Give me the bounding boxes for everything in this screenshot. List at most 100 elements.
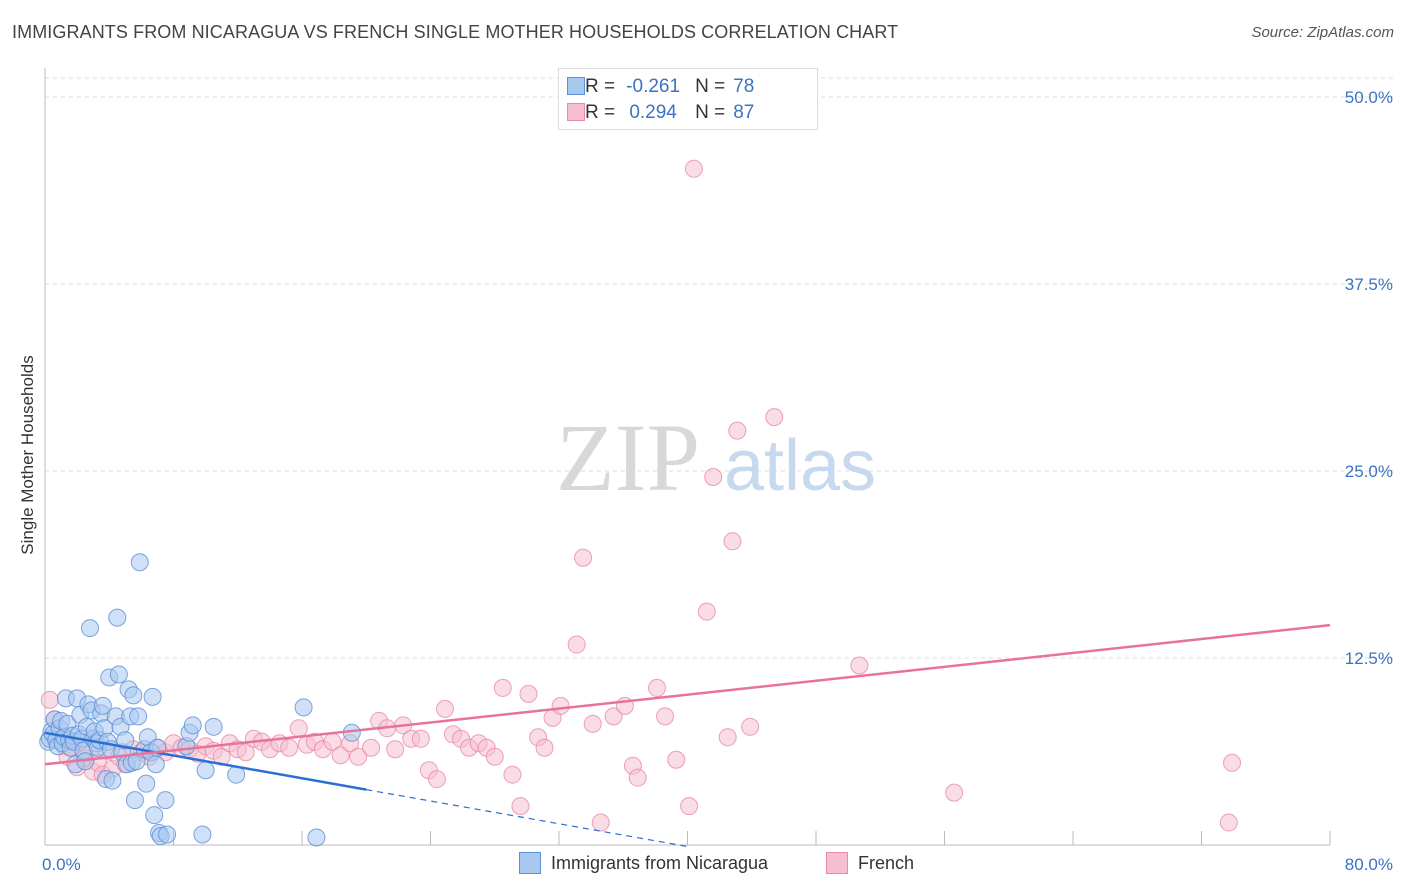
n-label: N =: [695, 102, 726, 123]
french-point: [519, 684, 538, 703]
legend-label-nicaragua: Immigrants from Nicaragua: [551, 852, 769, 873]
nicaragua-point: [109, 665, 128, 684]
french-point: [628, 768, 647, 787]
legend-swatch-french: [567, 103, 585, 121]
n-value-french: 87: [733, 102, 755, 123]
french-point: [583, 714, 602, 733]
data-points: [39, 159, 1242, 847]
y-tick-label: 25.0%: [1345, 462, 1393, 481]
french-point: [567, 635, 586, 654]
nicaragua-point: [80, 619, 99, 638]
nicaragua-point: [146, 755, 165, 774]
french-point: [741, 717, 760, 736]
french-point: [591, 813, 610, 832]
french-point: [485, 747, 504, 766]
french-point: [493, 678, 512, 697]
french-point: [574, 548, 593, 567]
y-tick-label: 37.5%: [1345, 275, 1393, 294]
nicaragua-point: [116, 731, 135, 750]
nicaragua-point: [129, 707, 148, 726]
nicaragua-point: [125, 791, 144, 810]
n-value-nicaragua: 78: [733, 76, 755, 97]
nicaragua-point: [130, 553, 149, 572]
y-tick-label: 50.0%: [1345, 88, 1393, 107]
french-point: [723, 532, 742, 551]
legend-label-french: French: [858, 852, 915, 873]
r-label: R =: [585, 76, 616, 97]
nicaragua-point: [145, 806, 164, 825]
legend-swatch-nicaragua: [519, 852, 541, 874]
french-point: [386, 740, 405, 759]
legend-row-nicaragua: R = -0.261 N = 78: [567, 75, 755, 99]
french-point: [435, 699, 454, 718]
nicaragua-point: [196, 761, 215, 780]
legend-item-nicaragua[interactable]: Immigrants from Nicaragua: [519, 852, 768, 874]
french-point: [1223, 753, 1242, 772]
x-tick-label-max: 80.0%: [1345, 855, 1393, 874]
french-point: [728, 421, 747, 440]
french-point: [680, 797, 699, 816]
french-point: [647, 678, 666, 697]
r-label: R =: [585, 102, 616, 123]
french-point: [411, 729, 430, 748]
source-label: Source: ZipAtlas.com: [1251, 24, 1394, 41]
french-point: [236, 743, 255, 762]
tick-labels: 12.5% 25.0% 37.5% 50.0% 0.0% 80.0%: [42, 88, 1393, 874]
watermark-atlas: atlas: [724, 426, 876, 506]
french-point: [40, 690, 59, 709]
chart-title: IMMIGRANTS FROM NICARAGUA VS FRENCH SING…: [12, 22, 899, 42]
french-point: [850, 656, 869, 675]
nicaragua-point: [158, 825, 177, 844]
nicaragua-point: [193, 825, 212, 844]
french-point: [656, 707, 675, 726]
french-point: [684, 159, 703, 178]
french-point: [1219, 813, 1238, 832]
nicaragua-point: [124, 686, 143, 705]
nicaragua-trend-line: [44, 731, 367, 791]
nicaragua-point: [307, 828, 326, 847]
nicaragua-point: [103, 771, 122, 790]
r-value-french: 0.294: [629, 102, 677, 123]
french-point: [604, 707, 623, 726]
nicaragua-trend-extension: [366, 789, 688, 848]
nicaragua-point: [294, 698, 313, 717]
nicaragua-point: [156, 791, 175, 810]
french-point: [362, 738, 381, 757]
french-trend-line: [44, 623, 1331, 766]
french-point: [535, 738, 554, 757]
french-point: [704, 467, 723, 486]
n-label: N =: [695, 76, 726, 97]
nicaragua-point: [93, 696, 112, 715]
trend-lines: [44, 623, 1331, 848]
legend-item-french[interactable]: French: [826, 852, 914, 874]
legend-swatch-nicaragua: [567, 77, 585, 95]
r-value-nicaragua: -0.261: [626, 76, 681, 97]
french-point: [427, 770, 446, 789]
nicaragua-point: [183, 716, 202, 735]
french-point: [349, 747, 368, 766]
french-point: [945, 783, 964, 802]
gridlines: [45, 77, 1395, 659]
x-tick-label-min: 0.0%: [42, 855, 81, 874]
watermark-zip: ZIP: [556, 404, 700, 511]
french-point: [765, 408, 784, 427]
legend-row-french: R = 0.294 N = 87: [567, 101, 755, 125]
french-point: [331, 746, 350, 765]
nicaragua-point: [108, 608, 127, 627]
french-point: [503, 765, 522, 784]
french-point: [718, 728, 737, 747]
french-point: [280, 738, 299, 757]
y-tick-label: 12.5%: [1345, 649, 1393, 668]
nicaragua-point: [137, 774, 156, 793]
french-point: [511, 797, 530, 816]
nicaragua-point: [204, 717, 223, 736]
series-legend: Immigrants from Nicaragua French: [0, 852, 1406, 876]
legend-swatch-french: [826, 852, 848, 874]
french-point: [697, 602, 716, 621]
nicaragua-point: [143, 687, 162, 706]
french-point: [551, 696, 570, 715]
correlation-legend: R = -0.261 N = 78 R = 0.294 N = 87: [558, 68, 818, 130]
french-point: [289, 719, 308, 738]
axes: [44, 68, 1331, 846]
